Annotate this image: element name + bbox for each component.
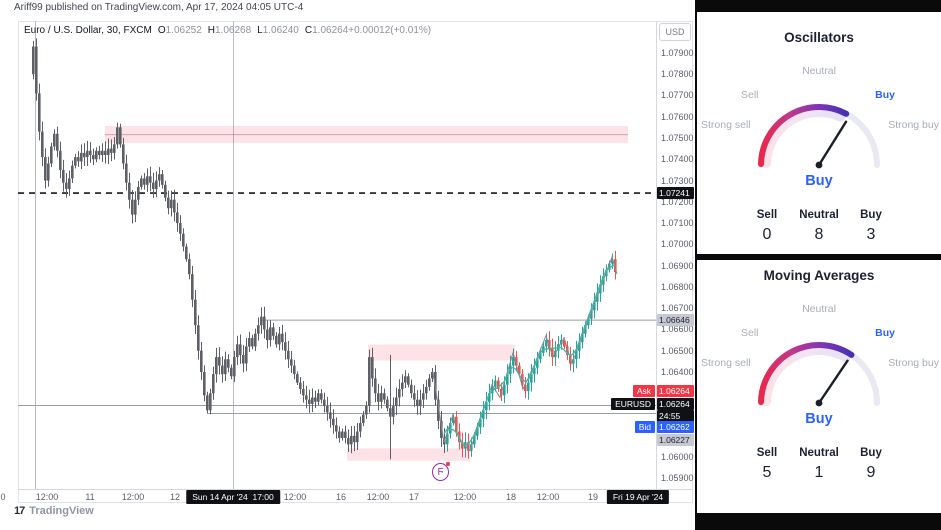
gauge-label-buy: Buy xyxy=(875,89,895,101)
divider-bar xyxy=(697,254,941,260)
price-tick: 1.07000 xyxy=(661,239,694,250)
legend-symbol: Euro / U.S. Dollar, 30, FXCM xyxy=(24,25,152,36)
count-neutral: Neutral 1 xyxy=(799,447,839,481)
gauge-label-sell: Sell xyxy=(741,327,759,339)
gauge-label-strong-sell: Strong sell xyxy=(701,357,751,369)
chart-legend[interactable]: Euro / U.S. Dollar, 30, FXCM O1.06252 H1.0… xyxy=(24,25,431,36)
time-tick: 17 xyxy=(408,492,420,502)
gauge-label-neutral: Neutral xyxy=(802,303,836,315)
moving-averages-signal: Buy xyxy=(805,411,833,427)
price-tick: 1.07300 xyxy=(661,175,694,186)
legend-high-value: 1.06268 xyxy=(215,25,252,36)
gauge-label-buy: Buy xyxy=(875,327,895,339)
time-tick: 12:00 xyxy=(121,492,145,502)
price-tick: 1.07700 xyxy=(661,90,694,101)
time-tick: 12:00 xyxy=(366,492,390,502)
legend-close-key: C xyxy=(304,25,313,36)
moving-averages-gauge-dial xyxy=(758,342,880,407)
bottom-accent-bar xyxy=(697,513,941,530)
price-marker-gray: 1.06646 xyxy=(657,313,694,326)
moving-averages-counts: Sell 5 Neutral 1 Buy 9 xyxy=(697,447,941,482)
tradingview-attribution[interactable]: 17 TradingView xyxy=(14,505,94,517)
gauge-label-strong-sell: Strong sell xyxy=(701,119,751,131)
count-neutral: Neutral 8 xyxy=(799,209,839,243)
legend-open-key: O xyxy=(157,25,166,36)
time-tick: 16 xyxy=(335,492,347,502)
count-buy: Buy 3 xyxy=(860,209,882,243)
time-tick: 18 xyxy=(505,492,517,502)
gauge-label-sell: Sell xyxy=(741,89,759,101)
legend-high-key: H xyxy=(207,25,215,36)
legend-close-value: 1.06264 xyxy=(312,25,349,36)
price-tick: 1.06400 xyxy=(661,367,694,377)
time-tick: 12:00 xyxy=(536,492,560,502)
price-marker-ask: 1.06264 xyxy=(657,385,694,397)
tradingview-logo-icon: 17 xyxy=(14,505,25,517)
oscillators-title: Oscillators xyxy=(784,30,854,45)
time-tick: 19 xyxy=(587,492,599,502)
price-marker-black: 1.07241 xyxy=(657,187,694,200)
publish-line: Ariff99 published on TradingView.com, Ap… xyxy=(14,2,304,13)
price-tick: 1.07900 xyxy=(661,47,694,58)
price-tick: 1.06700 xyxy=(661,303,694,314)
price-axis[interactable]: 1.07900 1.07800 1.07700 1.07600 1.07500 1.074… xyxy=(656,21,696,489)
time-tick: 12:00 xyxy=(283,492,307,502)
price-tick: 1.07600 xyxy=(661,111,694,122)
legend-change-pct: (+0.01%) xyxy=(390,25,432,36)
count-buy: Buy 9 xyxy=(860,447,882,481)
tradingview-logo-text: TradingView xyxy=(29,505,94,517)
moving-averages-card: Moving Averages Neutral Sell Buy Strong … xyxy=(697,260,941,513)
price-marker-black: 1.06264 xyxy=(657,398,694,410)
time-tick: 11 xyxy=(85,492,95,502)
legend-open-value: 1.06252 xyxy=(165,25,202,36)
price-tick: 1.07500 xyxy=(661,133,694,143)
lightning-marker-icon[interactable]: Ϝ xyxy=(432,462,450,481)
top-accent-bar xyxy=(697,0,941,12)
legend-low-key: L xyxy=(257,25,263,36)
time-axis[interactable]: 0 12:00 11 12:00 12 Sun 14 Apr '24 17:00 12:00… xyxy=(0,490,697,504)
time-tick: 12:00 xyxy=(453,492,477,502)
legend-change: +0.00012 xyxy=(348,25,391,36)
gauge-label-strong-buy: Strong buy xyxy=(888,119,939,131)
time-tick: 0 xyxy=(0,492,6,502)
oscillators-counts: Sell 0 Neutral 8 Buy 3 xyxy=(697,209,941,244)
count-sell: Sell 5 xyxy=(756,447,778,481)
oscillators-card: Oscillators Neutral Sell Buy Strong sell… xyxy=(697,12,941,254)
price-tick: 1.06800 xyxy=(661,281,694,292)
price-chart-canvas[interactable] xyxy=(0,0,697,530)
time-tick: 12 xyxy=(169,492,181,502)
price-tick: 1.07800 xyxy=(661,69,694,80)
oscillators-gauge: Neutral Sell Buy Strong sell Strong buy … xyxy=(697,47,941,197)
price-tick: 1.06600 xyxy=(661,324,694,335)
price-tick: 1.07400 xyxy=(661,154,694,165)
price-marker-black: 24:55 xyxy=(657,410,694,422)
price-tick: 1.06900 xyxy=(661,260,694,271)
gauge-label-neutral: Neutral xyxy=(802,65,836,77)
time-tick: 12:00 xyxy=(35,492,59,502)
count-sell: Sell 0 xyxy=(756,209,778,243)
moving-averages-gauge: Neutral Sell Buy Strong sell Strong buy … xyxy=(697,285,941,435)
oscillators-signal: Buy xyxy=(805,173,833,189)
price-marker-bid: 1.06262 xyxy=(657,421,694,433)
oscillators-gauge-dial xyxy=(758,104,880,169)
technical-analysis-panel: Oscillators Neutral Sell Buy Strong sell… xyxy=(695,0,941,530)
price-marker-gray: 1.06227 xyxy=(657,434,694,446)
price-tick: 1.06500 xyxy=(661,345,694,356)
price-tick: 1.05900 xyxy=(661,473,694,484)
time-marker: Sun 14 Apr '24 17:00 xyxy=(186,490,280,504)
legend-low-value: 1.06240 xyxy=(262,25,299,36)
currency-button[interactable]: USD xyxy=(659,23,691,41)
gauge-label-strong-buy: Strong buy xyxy=(888,357,939,369)
chart-panel: Ariff99 published on TradingView.com, Ap… xyxy=(0,0,697,530)
moving-averages-title: Moving Averages xyxy=(763,268,875,283)
price-tick: 1.07100 xyxy=(661,218,694,229)
price-tick: 1.06000 xyxy=(661,452,694,463)
time-marker: Fri 19 Apr '24 xyxy=(606,490,670,504)
price-tick: 1.07200 xyxy=(661,196,694,207)
